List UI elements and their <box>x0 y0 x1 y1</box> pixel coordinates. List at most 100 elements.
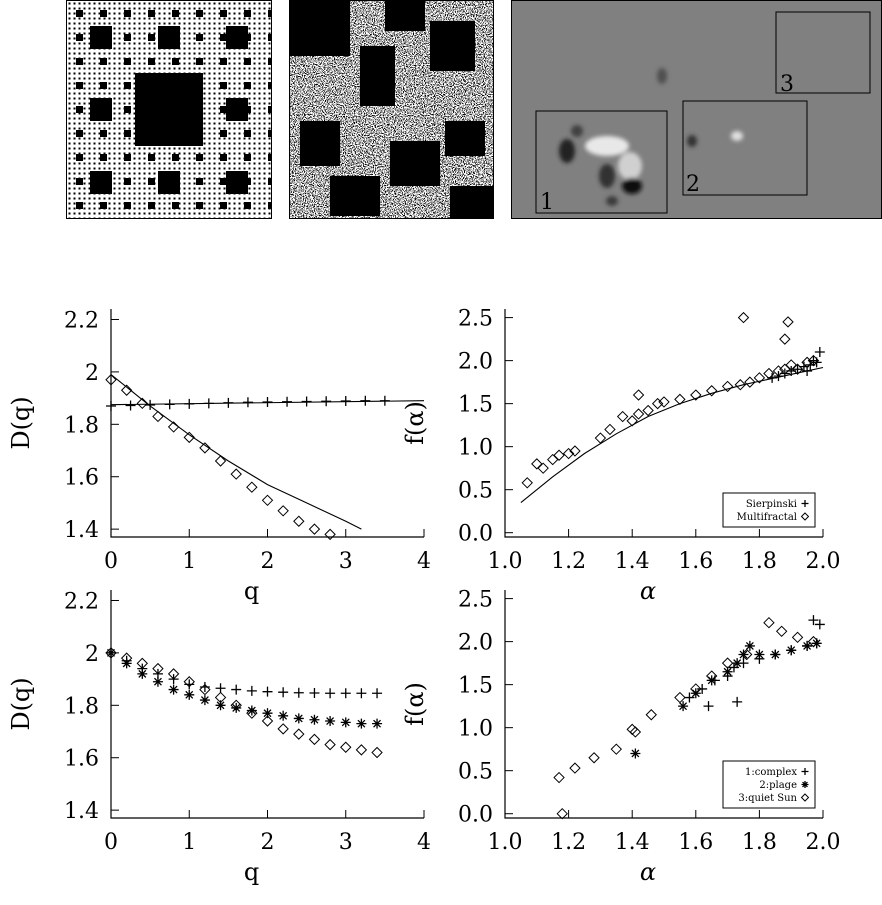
y-tick-label: 1.8 <box>64 694 99 719</box>
data-point <box>721 657 734 669</box>
data-point <box>199 695 210 706</box>
data-point <box>632 389 645 401</box>
legend-label: 1:complex <box>745 767 797 778</box>
data-point <box>791 631 804 644</box>
data-point <box>145 399 156 410</box>
data-point <box>340 717 351 728</box>
data-point <box>658 396 670 408</box>
data-point <box>753 372 766 384</box>
data-point <box>231 702 242 713</box>
data-point <box>301 396 312 407</box>
data-point <box>137 668 148 679</box>
region-1-label: 1 <box>540 190 554 215</box>
fit-line <box>520 366 824 504</box>
x-tick-label: 3 <box>339 549 353 574</box>
legend-box <box>722 760 816 809</box>
y-tick-label: 2.0 <box>458 631 493 656</box>
data-point <box>763 616 775 629</box>
data-point <box>772 365 785 377</box>
data-point <box>120 384 133 396</box>
data-point <box>246 685 257 696</box>
data-point <box>262 708 273 719</box>
fit-line <box>110 374 362 530</box>
data-point <box>674 393 686 406</box>
y-tick-label: 1.4 <box>64 799 99 824</box>
data-point <box>553 449 565 461</box>
data-point <box>340 688 351 699</box>
data-point <box>801 356 813 369</box>
data-point <box>744 640 755 651</box>
data-point <box>531 458 543 470</box>
legend-marker <box>801 781 809 788</box>
data-point <box>308 523 321 535</box>
data-point <box>324 738 336 751</box>
data-point <box>199 681 210 692</box>
data-point <box>569 445 581 457</box>
data-point <box>721 380 734 393</box>
y-tick-label: 2.2 <box>64 589 99 614</box>
data-point <box>242 397 253 408</box>
y-tick-label: 1.5 <box>458 674 493 699</box>
data-point <box>678 701 689 712</box>
data-point <box>215 683 226 694</box>
data-point <box>152 410 164 423</box>
data-point <box>521 477 533 489</box>
x-axis-label: q <box>244 577 259 605</box>
region-3-label: 3 <box>780 72 794 97</box>
data-point <box>556 807 568 820</box>
data-point <box>569 762 581 774</box>
data-point <box>763 367 775 380</box>
y-tick-label: 1.4 <box>64 518 99 543</box>
data-point <box>792 364 803 375</box>
data-point <box>308 733 321 746</box>
data-point <box>807 635 820 648</box>
data-point <box>588 752 600 764</box>
x-tick-label: 2.0 <box>806 830 841 855</box>
y-axis-label: f(α) <box>401 682 429 726</box>
data-point <box>537 462 549 474</box>
data-point <box>106 647 116 658</box>
data-point <box>645 709 657 721</box>
data-point <box>740 648 753 661</box>
data-point <box>278 687 289 698</box>
data-point <box>651 397 664 410</box>
y-tick-label: 1.6 <box>64 466 99 491</box>
data-point <box>325 688 336 699</box>
data-point <box>744 376 756 388</box>
data-point <box>309 714 320 725</box>
legend-marker <box>800 512 810 521</box>
data-point <box>553 771 565 784</box>
data-point <box>754 649 765 660</box>
data-point <box>231 684 242 695</box>
data-point <box>629 726 642 738</box>
data-point <box>356 688 367 699</box>
axis-frame <box>110 590 424 819</box>
data-point <box>738 649 749 660</box>
x-tick-label: 1.0 <box>488 830 523 855</box>
data-point <box>215 700 226 711</box>
data-point <box>120 652 133 664</box>
data-point <box>282 396 293 407</box>
data-point <box>674 691 686 704</box>
data-point <box>626 723 638 736</box>
data-point <box>604 423 616 436</box>
data-point <box>610 743 623 755</box>
data-point <box>594 432 607 444</box>
data-point <box>183 431 195 444</box>
data-point <box>632 408 645 420</box>
data-point <box>203 398 214 409</box>
data-point <box>167 668 180 680</box>
x-tick-label: 0 <box>104 830 118 855</box>
data-point <box>136 397 149 410</box>
data-point <box>125 400 136 411</box>
data-point <box>814 619 825 630</box>
data-point <box>214 691 227 704</box>
data-point <box>293 687 304 698</box>
data-point <box>105 374 117 386</box>
data-point <box>183 676 195 688</box>
x-tick-label: 1.2 <box>551 830 586 855</box>
data-point <box>246 481 258 493</box>
data-point <box>261 494 274 507</box>
data-point <box>230 468 242 480</box>
